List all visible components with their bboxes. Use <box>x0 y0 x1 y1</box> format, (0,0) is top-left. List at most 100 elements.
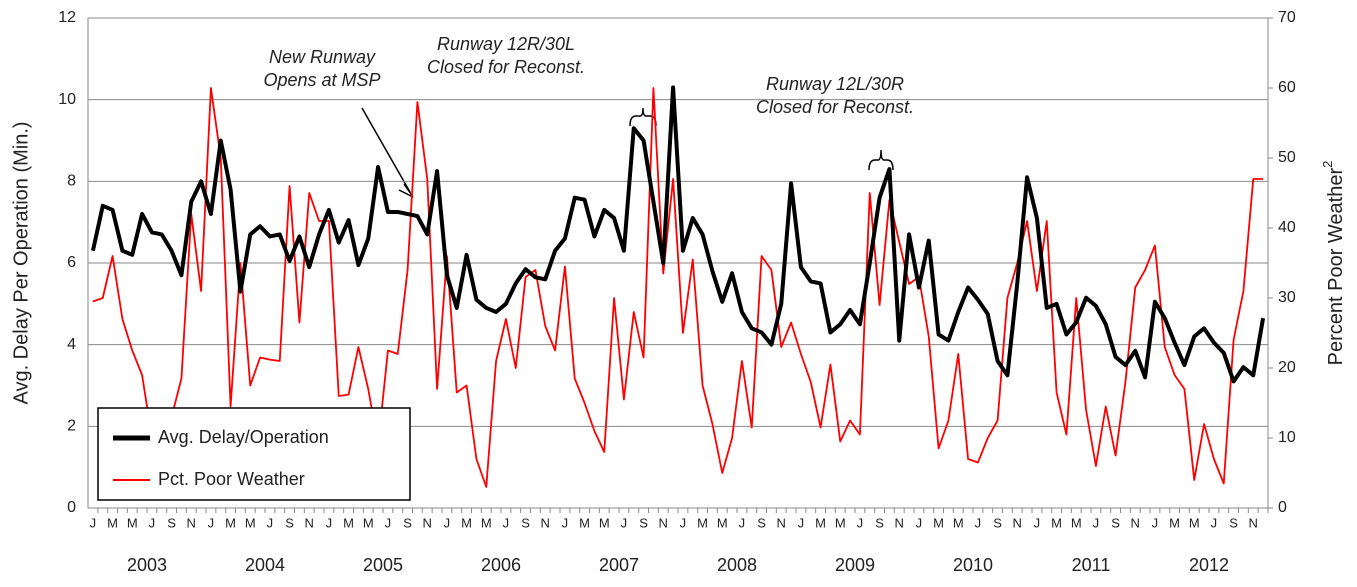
x-tick-label: S <box>1229 515 1238 530</box>
y-tick-label: 2 <box>67 418 76 435</box>
x-tick-label: J <box>385 515 392 530</box>
series-line <box>90 85 1266 384</box>
x-tick-label: S <box>285 515 294 530</box>
y-tick-label: 0 <box>67 499 76 516</box>
x-tick-label: J <box>680 515 687 530</box>
x-tick-label: M <box>1051 515 1062 530</box>
x-tick-label: J <box>326 515 333 530</box>
y2-tick-label: 40 <box>1278 219 1296 236</box>
x-tick-label: J <box>1034 515 1041 530</box>
y-tick-label: 8 <box>67 173 76 190</box>
x-tick-label: J <box>739 515 746 530</box>
x-tick-label: J <box>916 515 923 530</box>
y2-tick-label: 20 <box>1278 359 1296 376</box>
year-label: 2006 <box>481 555 521 575</box>
x-tick-label: M <box>1071 515 1082 530</box>
x-tick-label: M <box>225 515 236 530</box>
x-tick-label: N <box>423 515 432 530</box>
year-label: 2011 <box>1072 555 1111 575</box>
x-tick-label: J <box>975 515 982 530</box>
year-label: 2008 <box>717 555 757 575</box>
year-label: 2003 <box>127 555 167 575</box>
legend-box <box>97 407 411 501</box>
y2-tick-label: 0 <box>1278 499 1287 516</box>
x-tick-label: J <box>562 515 569 530</box>
x-tick-label: S <box>521 515 530 530</box>
y-tick-label: 6 <box>67 254 76 271</box>
x-tick-label: M <box>343 515 354 530</box>
x-tick-label: J <box>1152 515 1159 530</box>
x-tick-label: J <box>90 515 97 530</box>
x-tick-label: N <box>1131 515 1140 530</box>
x-tick-label: N <box>659 515 668 530</box>
x-tick-label: M <box>107 515 118 530</box>
annotation: Runway 12R/30L <box>437 34 575 54</box>
x-tick-label: M <box>481 515 492 530</box>
x-tick-label: N <box>541 515 550 530</box>
x-tick-label: J <box>798 515 805 530</box>
x-tick-label: N <box>777 515 786 530</box>
year-label: 2007 <box>599 555 639 575</box>
x-tick-label: S <box>403 515 412 530</box>
x-tick-label: M <box>245 515 256 530</box>
x-tick-label: S <box>875 515 884 530</box>
series-line <box>92 87 1264 488</box>
x-tick-label: N <box>1013 515 1022 530</box>
x-tick-label: M <box>363 515 374 530</box>
x-tick-label: S <box>993 515 1002 530</box>
y2-axis-title-text: Percent Poor Weather <box>1325 168 1347 366</box>
x-tick-label: J <box>208 515 215 530</box>
year-label: 2005 <box>363 555 403 575</box>
year-label: 2009 <box>835 555 875 575</box>
annotation: Closed for Reconst. <box>427 57 585 77</box>
y-tick-label: 12 <box>58 9 76 26</box>
y2-tick-label: 10 <box>1278 429 1296 446</box>
x-tick-label: M <box>1189 515 1200 530</box>
x-tick-label: S <box>167 515 176 530</box>
year-label: 2004 <box>245 555 285 575</box>
year-label: 2010 <box>953 555 993 575</box>
annotation: Closed for Reconst. <box>756 97 914 117</box>
x-tick-label: M <box>933 515 944 530</box>
x-tick-label: M <box>599 515 610 530</box>
arrow <box>361 107 411 193</box>
x-tick-label: J <box>857 515 864 530</box>
arrow-head <box>398 183 414 198</box>
x-tick-label: M <box>953 515 964 530</box>
y-axis-title: Avg. Delay Per Operation (Min.) <box>10 121 32 404</box>
y2-tick-label: 70 <box>1278 9 1296 26</box>
x-tick-label: J <box>149 515 156 530</box>
annotation: New Runway <box>269 47 376 67</box>
y-tick-label: 4 <box>67 336 76 353</box>
x-tick-label: J <box>1093 515 1100 530</box>
x-tick-label: S <box>639 515 648 530</box>
brace <box>868 149 894 171</box>
x-tick-label: S <box>1111 515 1120 530</box>
x-tick-label: N <box>305 515 314 530</box>
x-tick-label: M <box>127 515 138 530</box>
y2-tick-label: 30 <box>1278 289 1296 306</box>
x-tick-label: J <box>621 515 628 530</box>
x-tick-label: M <box>579 515 590 530</box>
annotation: Opens at MSP <box>263 70 380 90</box>
legend-label: Pct. Poor Weather <box>158 469 305 489</box>
x-tick-label: J <box>267 515 274 530</box>
y-tick-label: 10 <box>58 91 76 108</box>
x-tick-label: J <box>444 515 451 530</box>
x-tick-label: M <box>697 515 708 530</box>
x-tick-label: N <box>1249 515 1258 530</box>
x-tick-label: M <box>835 515 846 530</box>
x-tick-label: M <box>815 515 826 530</box>
x-tick-label: M <box>1169 515 1180 530</box>
y2-axis-title: Percent Poor Weather2 <box>1320 161 1347 366</box>
y2-tick-label: 60 <box>1278 79 1296 96</box>
y2-axis-title-sup: 2 <box>1320 161 1335 168</box>
year-label: 2012 <box>1189 555 1229 575</box>
x-tick-label: J <box>503 515 510 530</box>
x-tick-label: J <box>1211 515 1218 530</box>
x-tick-label: N <box>187 515 196 530</box>
x-tick-label: N <box>895 515 904 530</box>
legend-label: Avg. Delay/Operation <box>158 427 329 447</box>
annotation: Runway 12L/30R <box>766 74 904 94</box>
